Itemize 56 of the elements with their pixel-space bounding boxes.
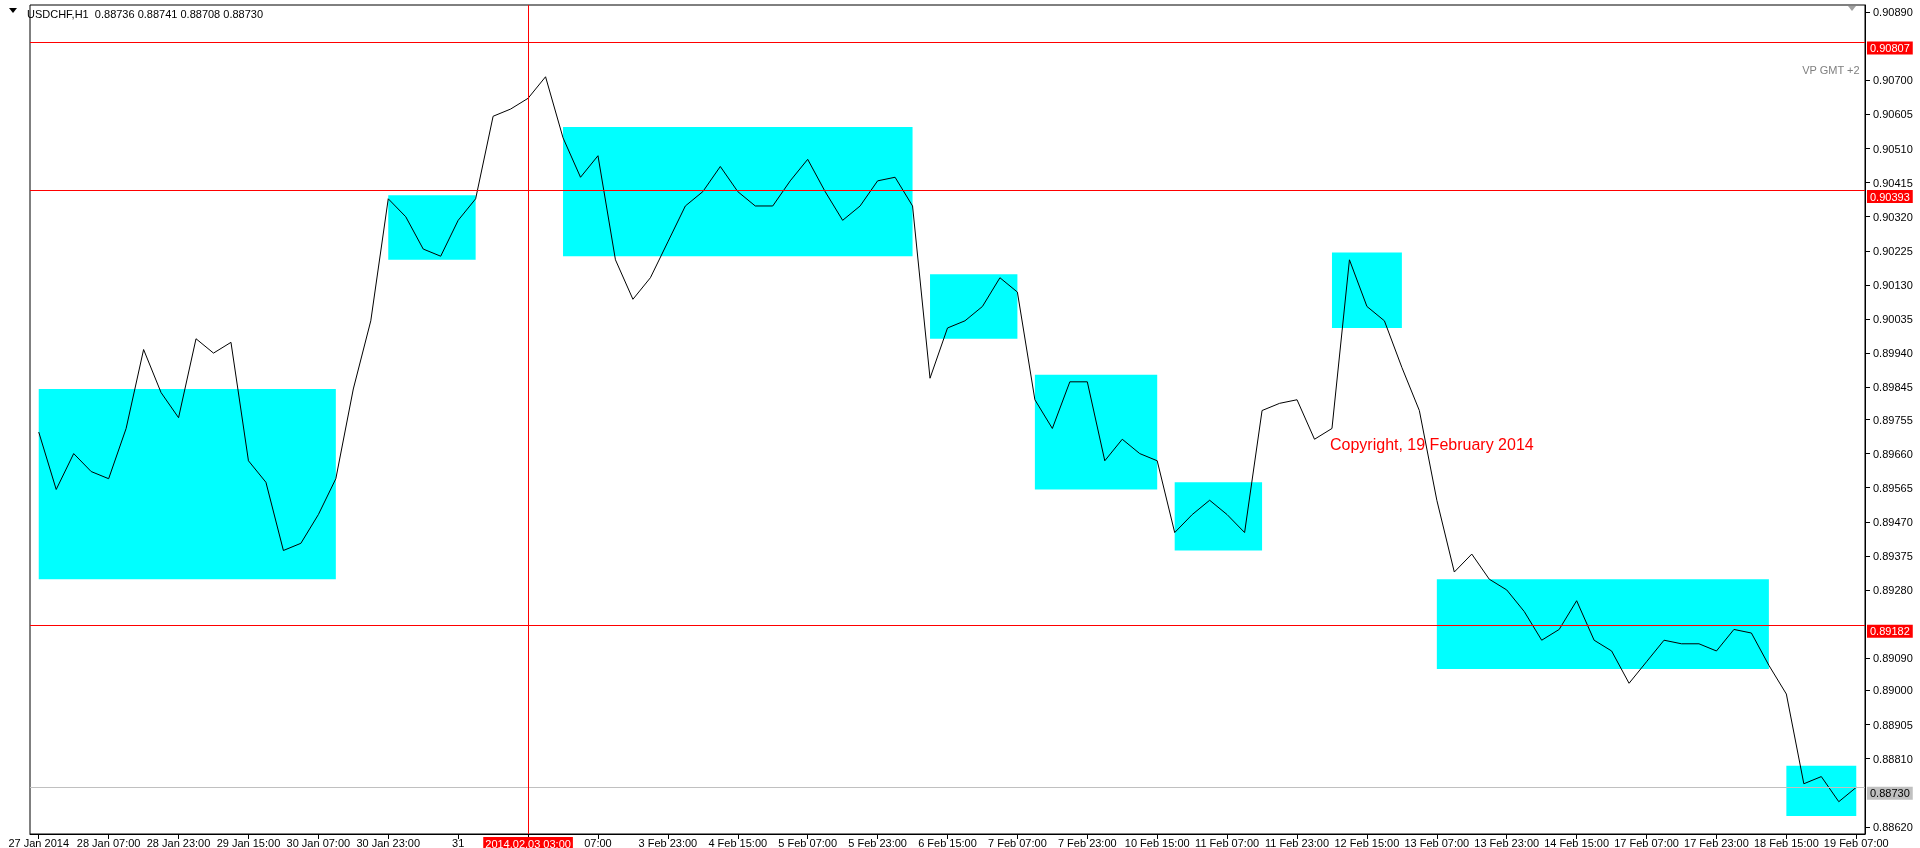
x-tick-label: 3 Feb 23:00 bbox=[638, 836, 698, 848]
x-tick-label: 28 Jan 07:00 bbox=[76, 836, 141, 848]
y-tick-label: 0.90225 bbox=[1873, 244, 1913, 257]
x-tick-label: 11 Feb 07:00 bbox=[1195, 836, 1260, 848]
x-tick-label: 12 Feb 15:00 bbox=[1334, 836, 1400, 848]
y-tick-label: 0.90320 bbox=[1873, 210, 1913, 223]
x-tick-label: 30 Jan 07:00 bbox=[286, 836, 351, 848]
x-tick-label: 18 Feb 15:00 bbox=[1753, 836, 1819, 848]
x-tick-label: 5 Feb 23:00 bbox=[848, 836, 907, 848]
annotation: Copyright, 19 February 2014 bbox=[1330, 435, 1534, 453]
annotation: VP GMT +2 bbox=[1802, 63, 1860, 76]
x-tick-label: 19 Feb 07:00 bbox=[1823, 836, 1889, 848]
y-tick-label: 0.89470 bbox=[1873, 515, 1913, 528]
y-tick-label: 0.89940 bbox=[1873, 347, 1913, 360]
y-tick-label: 0.90700 bbox=[1873, 74, 1913, 87]
x-tick-label: 7 Feb 07:00 bbox=[988, 836, 1047, 848]
chart-title: USDCHF,H1 0.88736 0.88741 0.88708 0.88730 bbox=[27, 7, 264, 20]
x-tick-label: 29 Jan 15:00 bbox=[216, 836, 281, 848]
x-tick-label: 17 Feb 07:00 bbox=[1614, 836, 1679, 848]
ref-line-label: 0.89182 bbox=[1870, 625, 1910, 638]
x-tick-label: 13 Feb 07:00 bbox=[1404, 836, 1470, 848]
ref-line-label: 0.88730 bbox=[1870, 787, 1910, 800]
y-tick-label: 0.88810 bbox=[1873, 752, 1913, 765]
y-tick-label: 0.89755 bbox=[1873, 413, 1913, 426]
ref-line-label: 0.90393 bbox=[1870, 190, 1910, 203]
x-tick-label: 31 bbox=[452, 836, 465, 848]
y-tick-label: 0.89660 bbox=[1873, 447, 1913, 460]
y-tick-label: 0.90130 bbox=[1873, 278, 1913, 291]
x-tick-label: 11 Feb 23:00 bbox=[1265, 836, 1330, 848]
x-tick-label: 10 Feb 15:00 bbox=[1124, 836, 1190, 848]
x-tick-label: 28 Jan 23:00 bbox=[146, 836, 211, 848]
x-tick-label: 5 Feb 07:00 bbox=[778, 836, 838, 848]
y-tick-label: 0.90890 bbox=[1873, 6, 1913, 19]
x-tick-label: 30 Jan 23:00 bbox=[356, 836, 421, 848]
x-tick-label: 17 Feb 23:00 bbox=[1684, 836, 1749, 848]
y-tick-label: 0.89565 bbox=[1873, 481, 1913, 494]
x-tick-label: 27 Jan 2014 bbox=[8, 836, 70, 848]
y-tick-label: 0.88620 bbox=[1873, 820, 1913, 833]
x-tick-label: 14 Feb 15:00 bbox=[1544, 836, 1610, 848]
x-tick-label: 07:00 bbox=[584, 836, 612, 848]
x-tick-label: 13 Feb 23:00 bbox=[1474, 836, 1540, 848]
y-tick-label: 0.90035 bbox=[1873, 313, 1913, 326]
y-tick-label: 0.89375 bbox=[1873, 549, 1913, 562]
ref-line-label: 0.90807 bbox=[1870, 41, 1910, 54]
y-tick-label: 0.90605 bbox=[1873, 108, 1913, 121]
x-tick-label: 4 Feb 15:00 bbox=[708, 836, 768, 848]
y-tick-label: 0.90510 bbox=[1873, 142, 1913, 155]
y-tick-label: 0.90415 bbox=[1873, 176, 1913, 189]
y-tick-label: 0.89090 bbox=[1873, 652, 1913, 665]
y-tick-label: 0.89845 bbox=[1873, 381, 1913, 394]
x-tick-label: 2014.02.03 03:00 bbox=[485, 837, 571, 848]
y-tick-label: 0.89000 bbox=[1873, 684, 1913, 697]
x-tick-label: 6 Feb 15:00 bbox=[918, 836, 977, 848]
x-tick-label: 7 Feb 23:00 bbox=[1057, 836, 1117, 848]
y-tick-label: 0.89280 bbox=[1873, 583, 1913, 596]
y-tick-label: 0.88905 bbox=[1873, 718, 1913, 731]
